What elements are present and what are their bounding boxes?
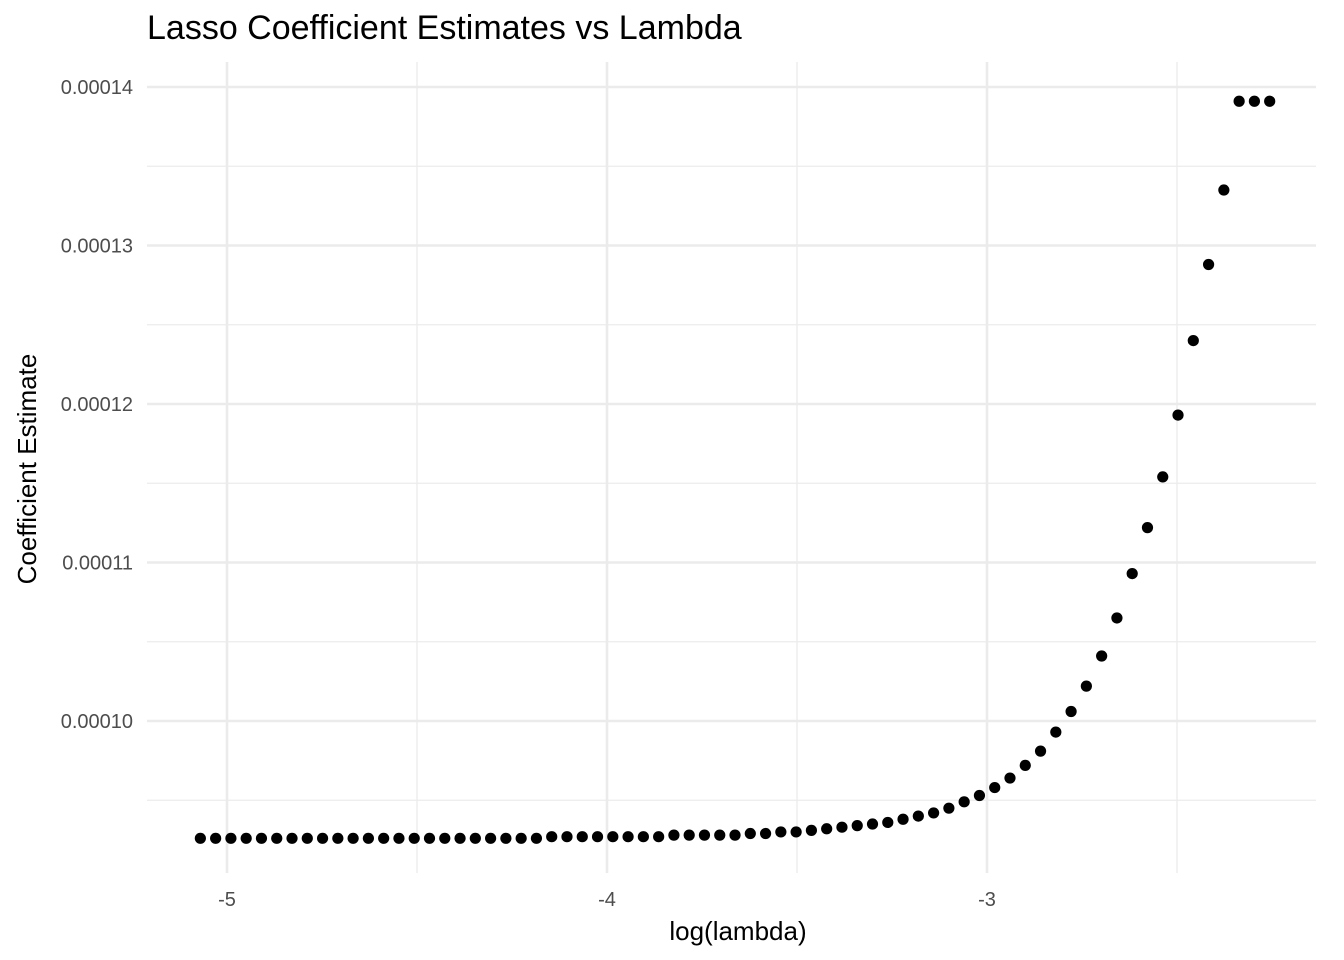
data-point [1187, 335, 1199, 347]
data-point [622, 831, 634, 843]
data-point [439, 832, 451, 844]
data-point [912, 810, 924, 822]
x-tick-label: -4 [598, 889, 616, 911]
y-tick-label: 0.00010 [61, 711, 133, 733]
data-point [882, 816, 894, 829]
data-point [744, 827, 756, 840]
data-point [546, 831, 558, 843]
data-point [1264, 95, 1276, 107]
data-point [1233, 95, 1245, 107]
data-point [393, 832, 405, 844]
data-point [897, 813, 909, 825]
data-point [332, 832, 344, 844]
data-point [1218, 184, 1230, 196]
data-point [240, 832, 252, 844]
data-point [515, 832, 527, 844]
data-point [1004, 772, 1016, 784]
data-point [943, 802, 955, 814]
data-point [668, 829, 680, 841]
data-point [805, 824, 818, 836]
y-tick-label: 0.00013 [61, 236, 133, 258]
tick-labels: -5 -4 -3 0.00010 0.00011 0.00012 0.00013 0.0001… [61, 77, 996, 911]
data-point [928, 807, 940, 819]
data-point [1050, 726, 1062, 738]
data-point [973, 789, 986, 802]
data-point [1019, 759, 1031, 771]
data-point [469, 832, 481, 844]
data-point [316, 832, 329, 844]
data-point [561, 831, 573, 843]
x-tick-label: -3 [978, 889, 996, 911]
data-point [836, 821, 848, 833]
data-point [530, 832, 543, 844]
data-point [500, 832, 512, 844]
data-point [958, 796, 970, 808]
y-axis-title: Coefficient Estimate [12, 354, 42, 585]
data-point [637, 831, 649, 843]
x-tick-label: -5 [218, 889, 236, 911]
data-point [851, 820, 863, 832]
data-point [576, 831, 588, 843]
data-point [255, 832, 268, 844]
data-point [1172, 409, 1184, 421]
data-point [759, 827, 772, 840]
data-point [1065, 705, 1077, 718]
data-point [1248, 95, 1261, 107]
data-point [378, 832, 390, 844]
data-point [591, 831, 604, 843]
data-point [454, 832, 466, 844]
data-point [210, 832, 222, 844]
data-point [1096, 650, 1108, 662]
data-point [1111, 612, 1123, 624]
data-point [485, 832, 497, 844]
data-point [271, 832, 283, 844]
data-point [989, 781, 1001, 794]
data-point [714, 829, 726, 841]
y-tick-label: 0.00011 [62, 553, 133, 575]
data-point [866, 818, 879, 830]
data-point [1126, 567, 1138, 580]
data-point [653, 831, 665, 843]
data-point [698, 829, 711, 841]
data-point [1141, 522, 1154, 534]
data-point [775, 826, 787, 838]
data-point [729, 829, 741, 841]
data-point [790, 826, 802, 838]
data-point [362, 832, 374, 844]
data-point [408, 832, 420, 844]
data-point [301, 832, 313, 844]
y-tick-label: 0.00012 [61, 394, 133, 416]
data-point [286, 832, 298, 844]
y-tick-label: 0.00014 [61, 77, 133, 99]
data-points [194, 95, 1276, 844]
data-point [1034, 745, 1047, 757]
data-point [683, 829, 695, 841]
data-point [607, 831, 619, 843]
data-point [194, 832, 206, 844]
x-axis-title: log(lambda) [669, 916, 806, 946]
data-point [1157, 471, 1169, 483]
grid-lines [147, 62, 1316, 873]
chart-title: Lasso Coefficient Estimates vs Lambda [147, 9, 742, 47]
data-point [821, 823, 833, 835]
data-point [225, 832, 237, 844]
data-point [347, 832, 359, 844]
data-point [423, 832, 436, 844]
data-point [1080, 680, 1092, 692]
data-point [1202, 258, 1215, 271]
